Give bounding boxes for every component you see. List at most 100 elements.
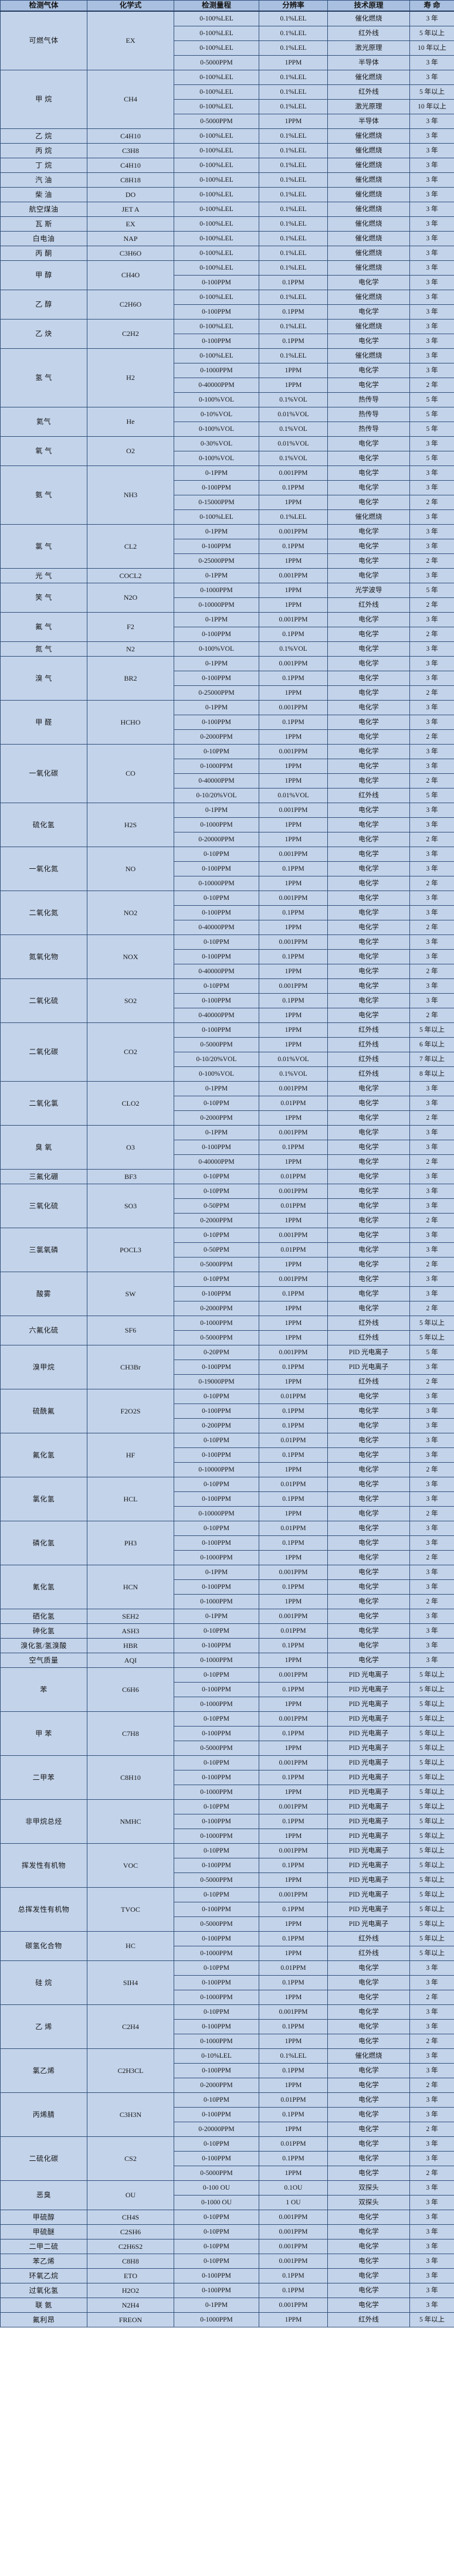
detection-range-cell: 0-100PPM xyxy=(174,334,259,349)
detection-range-cell: 0-10PPM xyxy=(174,1755,259,1770)
lifetime-cell: 3 年 xyxy=(409,1169,454,1184)
detection-range-cell: 0-10PPM xyxy=(174,2004,259,2020)
detection-range-cell: 0-100PPM xyxy=(174,715,259,730)
gas-name-cell: 溴甲烷 xyxy=(0,1345,87,1389)
gas-name-cell: 柴 油 xyxy=(0,187,87,202)
resolution-cell: 1PPM xyxy=(259,1741,328,1756)
detection-range-cell: 0-100PPM xyxy=(174,1682,259,1697)
resolution-cell: 1PPM xyxy=(259,1154,328,1170)
detection-range-cell: 0-100PPM xyxy=(174,1858,259,1873)
detection-range-cell: 0-2000PPM xyxy=(174,1110,259,1126)
lifetime-cell: 3 年 xyxy=(409,363,454,378)
table-row: 0-100PPM 0.1PPM 电化学 3 年 xyxy=(1,2063,454,2078)
detection-range-cell: 0-10%LEL xyxy=(174,2048,259,2064)
table-row: 0-100PPM 0.1PPM 电化学 3 年 xyxy=(1,2107,454,2122)
gas-name-cell: 二氧化碳 xyxy=(0,1022,87,1082)
detection-range-cell: 0-100%LEL xyxy=(174,99,259,114)
resolution-cell: 0.01PPM xyxy=(259,1242,328,1258)
detection-range-cell: 0-10PPM xyxy=(174,1169,259,1184)
resolution-cell: 0.1PPM xyxy=(259,1579,328,1595)
technology-principle-cell: 电化学 xyxy=(327,334,410,349)
technology-principle-cell: 电化学 xyxy=(327,1462,410,1477)
table-row: 0-10000PPM 1PPM 红外线 2 年 xyxy=(1,597,454,613)
technology-principle-cell: PID 光电离子 xyxy=(327,1682,410,1697)
chemical-formula-cell: SW xyxy=(87,1272,174,1316)
resolution-cell: 0.1PPM xyxy=(259,1418,328,1433)
detection-range-cell: 0-100%LEL xyxy=(174,143,259,158)
lifetime-cell: 3 年 xyxy=(409,143,454,158)
detection-range-cell: 0-1000PPM xyxy=(174,363,259,378)
resolution-cell: 0.1PPM xyxy=(259,1403,328,1419)
chemical-formula-cell: POCL3 xyxy=(87,1228,174,1272)
resolution-cell: 1PPM xyxy=(259,1462,328,1477)
technology-principle-cell: 电化学 xyxy=(327,832,410,847)
resolution-cell: 0.1%LEL xyxy=(259,187,328,202)
detection-range-cell: 0-5000PPM xyxy=(174,1872,259,1888)
gas-name-cell: 二氧化氮 xyxy=(0,891,87,935)
table-row: 非甲烷总烃 NMHC 0-10PPM 0.001PPM PID 光电离子 5 年以上 xyxy=(0,1799,454,1844)
resolution-cell: 0.1PPM xyxy=(259,627,328,642)
table-row: 0-100PPM 0.1PPM 电化学 3 年 xyxy=(1,671,454,686)
resolution-cell: 1PPM xyxy=(259,1301,328,1316)
table-row: 氦气 He 0-10%VOL 0.01%VOL 热传导 5 年 xyxy=(0,407,454,437)
gas-name-cell: 汽 油 xyxy=(0,172,87,188)
table-row: 甲硫醇 CH4S 0-10PPM 0.001PPM 电化学 3 年 xyxy=(0,2210,454,2225)
technology-principle-cell: 电化学 xyxy=(327,627,410,642)
lifetime-cell: 2 年 xyxy=(409,832,454,847)
resolution-cell: 0.001PPM xyxy=(259,1711,328,1727)
lifetime-cell: 3 年 xyxy=(409,1389,454,1404)
lifetime-cell: 3 年 xyxy=(409,949,454,964)
lifetime-cell: 5 年 xyxy=(409,788,454,803)
table-row: 三氧化硫 SO3 0-10PPM 0.001PPM 电化学 3 年 xyxy=(0,1184,454,1228)
technology-principle-cell: 催化燃烧 xyxy=(327,246,410,261)
detection-range-cell: 0-100PPM xyxy=(174,1902,259,1917)
header-row: 检测气体 化学式 检测量程 分辨率 技术原理 寿 命 xyxy=(0,0,454,12)
detection-range-cell: 0-40000PPM xyxy=(174,920,259,935)
lifetime-cell: 2 年 xyxy=(409,1990,454,2005)
chemical-formula-cell: He xyxy=(87,407,174,437)
resolution-cell: 1PPM xyxy=(259,1506,328,1521)
lifetime-cell: 5 年以上 xyxy=(409,1829,454,1844)
resolution-cell: 0.01PPM xyxy=(259,1096,328,1111)
technology-principle-cell: 电化学 xyxy=(327,2034,410,2049)
chemical-formula-cell: H2O2 xyxy=(87,2283,174,2298)
resolution-cell: 0.001PPM xyxy=(259,803,328,818)
chemical-formula-cell: O2 xyxy=(87,436,174,466)
table-row: 乙 醇 C2H6O 0-100%LEL 0.1%LEL 催化燃烧 3 年 xyxy=(0,290,454,320)
gas-name-cell: 六氟化硫 xyxy=(0,1316,87,1345)
gas-name-cell: 甲 苯 xyxy=(0,1711,87,1756)
table-row: 过氧化氢 H2O2 0-100PPM 0.1PPM 电化学 3 年 xyxy=(0,2283,454,2298)
detection-range-cell: 0-5000PPM xyxy=(174,1330,259,1345)
detection-range-cell: 0-10PPM xyxy=(174,1711,259,1727)
resolution-cell: 1PPM xyxy=(259,832,328,847)
lifetime-cell: 5 年以上 xyxy=(409,1946,454,1961)
table-row: 0-20000PPM 1PPM 电化学 2 年 xyxy=(1,832,454,847)
table-row: 0-100PPM 0.1PPM 电化学 3 年 xyxy=(1,1535,454,1551)
technology-principle-cell: 电化学 xyxy=(327,495,410,510)
chemical-formula-cell: BF3 xyxy=(87,1169,174,1184)
technology-principle-cell: 热传导 xyxy=(327,422,410,437)
resolution-cell: 0.1%LEL xyxy=(259,172,328,188)
chemical-formula-cell: ASH3 xyxy=(87,1623,174,1639)
detection-range-cell: 0-1000PPM xyxy=(174,583,259,598)
detection-range-cell: 0-10000PPM xyxy=(174,1506,259,1521)
table-row: 0-100PPM 0.1PPM PID 光电离子 5 年以上 xyxy=(1,1858,454,1873)
lifetime-cell: 5 年以上 xyxy=(409,1814,454,1829)
table-row: 0-25000PPM 1PPM 电化学 2 年 xyxy=(1,685,454,701)
technology-principle-cell: 电化学 xyxy=(327,1960,410,1976)
detection-range-cell: 0-100PPM xyxy=(174,2151,259,2166)
technology-principle-cell: 双探头 xyxy=(327,2195,410,2210)
detection-range-cell: 0-100PPM xyxy=(174,1638,259,1653)
gas-name-cell: 挥发性有机物 xyxy=(0,1843,87,1888)
lifetime-cell: 3 年 xyxy=(409,1653,454,1668)
resolution-cell: 1PPM xyxy=(259,2166,328,2181)
table-row: 光 气 COCL2 0-1PPM 0.001PPM 电化学 3 年 xyxy=(0,568,454,583)
detection-range-cell: 0-10PPM xyxy=(174,1433,259,1448)
technology-principle-cell: 电化学 xyxy=(327,2298,410,2313)
lifetime-cell: 3 年 xyxy=(409,905,454,920)
table-row: 乙 烷 C4H10 0-100%LEL 0.1%LEL 催化燃烧 3 年 xyxy=(0,128,454,144)
gas-name-cell: 三氯氧磷 xyxy=(0,1228,87,1272)
resolution-cell: 0.1OU xyxy=(259,2180,328,2196)
technology-principle-cell: 电化学 xyxy=(327,2210,410,2225)
gas-name-cell: 丙烯腈 xyxy=(0,2092,87,2137)
